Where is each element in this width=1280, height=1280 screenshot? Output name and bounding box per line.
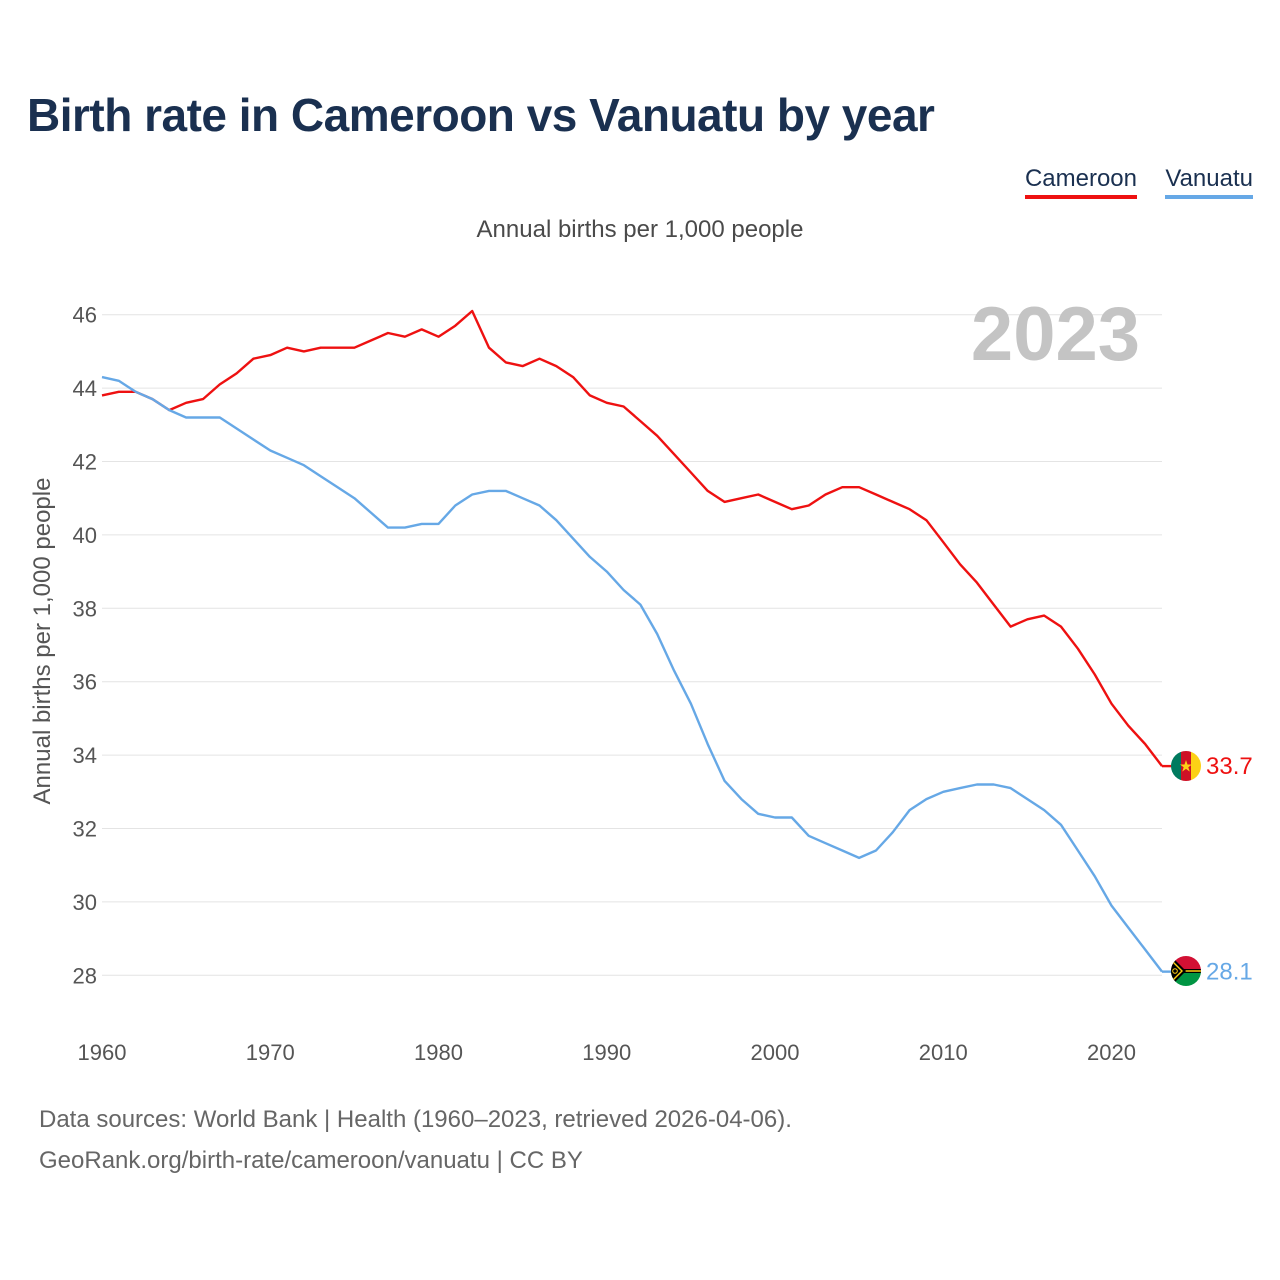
x-tick-label: 2000 bbox=[751, 1040, 800, 1065]
x-tick-label: 1970 bbox=[246, 1040, 295, 1065]
y-tick-label: 38 bbox=[73, 596, 97, 621]
y-tick-label: 44 bbox=[73, 376, 97, 401]
legend-vanuatu[interactable]: Vanuatu bbox=[1165, 165, 1253, 199]
x-tick-label: 2010 bbox=[919, 1040, 968, 1065]
end-value-label-cameroon: 33.7 bbox=[1206, 753, 1253, 780]
line-chart: 28 30 32 34 36 38 40 42 44 46 1960 1970 1980 1990 200… bbox=[29, 292, 1253, 1065]
series-line-cameroon[interactable] bbox=[101, 309, 1163, 767]
end-value-label-vanuatu: 28.1 bbox=[1206, 959, 1253, 986]
y-tick-label: 28 bbox=[73, 963, 97, 988]
year-overlay: 2023 bbox=[971, 292, 1140, 377]
y-axis: 28 30 32 34 36 38 40 42 44 46 bbox=[73, 303, 97, 989]
x-axis: 1960 1970 1980 1990 2000 2010 2020 bbox=[78, 1040, 1136, 1065]
y-tick-label: 36 bbox=[73, 670, 97, 695]
legend-cameroon[interactable]: Cameroon bbox=[1024, 165, 1137, 199]
y-tick-label: 46 bbox=[73, 303, 97, 328]
source-note: Data sources: World Bank | Health (1960–… bbox=[39, 1106, 792, 1133]
chart-subtitle: Annual births per 1,000 people bbox=[476, 216, 804, 243]
series-line-vanuatu[interactable] bbox=[101, 375, 1163, 973]
y-tick-label: 42 bbox=[73, 450, 97, 475]
chart-title: Birth rate in Cameroon vs Vanuatu by yea… bbox=[27, 89, 935, 141]
source-link[interactable]: GeoRank.org/birth-rate/cameroon/vanuatu … bbox=[39, 1147, 583, 1174]
y-tick-label: 40 bbox=[73, 523, 97, 548]
y-tick-label: 34 bbox=[73, 743, 97, 768]
x-tick-label: 1990 bbox=[582, 1040, 631, 1065]
x-tick-label: 1980 bbox=[414, 1040, 463, 1065]
y-tick-label: 32 bbox=[73, 817, 97, 842]
gridlines bbox=[102, 314, 1162, 976]
x-tick-label: 2020 bbox=[1087, 1040, 1136, 1065]
vanuatu-flag-icon bbox=[1171, 956, 1201, 986]
y-tick-label: 30 bbox=[73, 890, 97, 915]
y-axis-label: Annual births per 1,000 people bbox=[29, 478, 56, 805]
cameroon-flag-icon bbox=[1171, 751, 1201, 781]
x-tick-label: 1960 bbox=[78, 1040, 127, 1065]
